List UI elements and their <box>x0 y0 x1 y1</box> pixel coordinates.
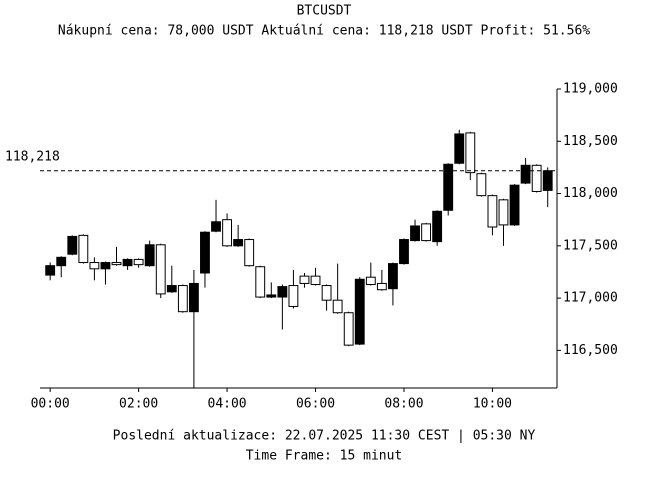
candle-body <box>476 173 487 197</box>
candle-body <box>465 132 476 174</box>
candle-body <box>454 133 465 164</box>
candle-body <box>100 262 111 270</box>
y-tick-label: 119,000 <box>563 82 618 97</box>
candle-body <box>45 265 56 276</box>
y-tick-label: 117,000 <box>563 291 618 306</box>
candle-body <box>133 258 144 266</box>
candle-body <box>255 266 266 298</box>
candle-body <box>520 164 531 184</box>
candle-body <box>288 285 299 307</box>
candle-body <box>399 239 409 265</box>
candle-body <box>155 244 166 295</box>
candle-body <box>321 285 332 301</box>
y-tick-label: 118,000 <box>563 186 618 201</box>
candle-body <box>67 235 78 255</box>
x-tick-label: 04:00 <box>208 397 247 412</box>
candle-body <box>244 239 255 267</box>
candle-body <box>443 163 454 211</box>
candle-body <box>432 210 443 243</box>
candle-body <box>332 299 343 314</box>
candle-body <box>89 262 100 270</box>
candle-body <box>365 276 376 286</box>
footnote: Time Frame: 15 minut <box>246 449 403 464</box>
candle-body <box>498 199 509 226</box>
candle-body <box>376 282 387 291</box>
candle-body <box>266 294 277 298</box>
candle-body <box>56 256 67 267</box>
candle-body <box>211 221 221 232</box>
x-tick-label: 06:00 <box>296 397 335 412</box>
candle-body <box>233 239 244 247</box>
chart-title: BTCUSDT <box>297 4 352 19</box>
candle-body <box>487 195 498 228</box>
candle-body <box>509 184 520 226</box>
candle-body <box>531 164 542 192</box>
candle-body <box>277 286 288 298</box>
footnote: Poslední aktualizace: 22.07.2025 11:30 C… <box>113 429 536 444</box>
x-tick-label: 08:00 <box>384 397 423 412</box>
reference-label: 118,218 <box>5 149 60 164</box>
candle-body <box>421 223 432 242</box>
candle-body <box>177 285 188 313</box>
candle-body <box>200 231 210 274</box>
x-tick-label: 00:00 <box>31 397 70 412</box>
x-tick-label: 10:00 <box>473 397 512 412</box>
candle-body <box>78 234 89 264</box>
x-tick-label: 02:00 <box>119 397 158 412</box>
candle-body <box>410 225 420 242</box>
candle-body <box>354 278 365 345</box>
candle-body <box>222 219 232 247</box>
y-tick-label: 118,500 <box>563 134 618 149</box>
candle-body <box>144 244 155 267</box>
chart-subtitle: Nákupní cena: 78,000 USDT Aktuální cena:… <box>58 24 590 39</box>
candle-body <box>188 282 199 313</box>
candle-body <box>122 258 133 267</box>
candle-body <box>310 275 321 285</box>
y-tick-label: 117,500 <box>563 238 618 253</box>
candle-body <box>387 263 398 290</box>
candle-body <box>343 312 354 346</box>
candle-body <box>299 275 310 284</box>
y-tick-label: 116,500 <box>563 343 618 358</box>
candle-body <box>166 285 177 293</box>
candle-body <box>111 262 122 266</box>
candle-body <box>542 170 553 191</box>
